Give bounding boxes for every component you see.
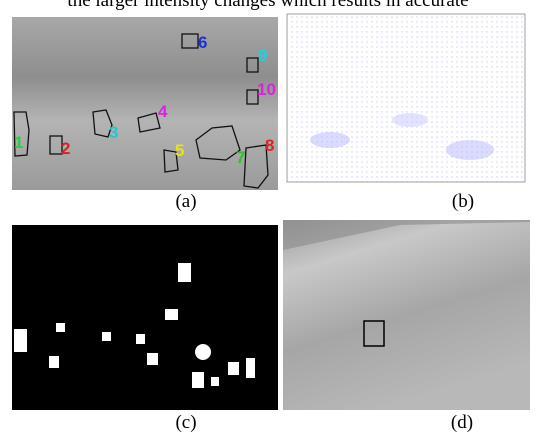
blob <box>178 263 191 282</box>
blob <box>165 309 178 320</box>
image <box>12 225 278 410</box>
flow-blob <box>310 132 350 148</box>
caption: (b) <box>452 191 474 212</box>
caption: (d) <box>451 412 473 433</box>
blob <box>195 344 211 360</box>
flow-blob <box>446 140 494 160</box>
caption: (a) <box>175 191 196 212</box>
blob <box>228 362 239 375</box>
blob <box>192 372 204 388</box>
flow-blob <box>392 113 428 127</box>
object-label: 6 <box>198 33 207 52</box>
blob <box>211 377 219 386</box>
object-label: 8 <box>265 136 274 155</box>
object-label: 2 <box>61 139 70 158</box>
header-text: the larger intensity changes which resul… <box>67 0 468 11</box>
panel-c <box>12 225 278 410</box>
blob <box>56 323 65 332</box>
object-label: 10 <box>257 80 276 99</box>
blob <box>136 334 145 344</box>
figure: the larger intensity changes which resul… <box>0 0 536 439</box>
panel-b <box>281 10 530 190</box>
blob <box>49 356 59 368</box>
object-label: 5 <box>175 141 184 160</box>
object-label: 9 <box>258 46 267 65</box>
object-label: 7 <box>236 148 245 167</box>
panel-a: 1 2 3 4 5 6 7 8 9 10 <box>12 17 278 190</box>
blob <box>14 329 27 352</box>
blob <box>102 332 111 341</box>
blob <box>246 358 255 378</box>
panel-d <box>283 220 530 410</box>
image <box>283 220 530 410</box>
object-label: 4 <box>158 102 168 121</box>
object-label: 3 <box>109 123 118 142</box>
blob <box>147 353 158 365</box>
object-label: 1 <box>14 133 23 152</box>
caption: (c) <box>175 412 196 433</box>
flow-field <box>287 14 525 182</box>
